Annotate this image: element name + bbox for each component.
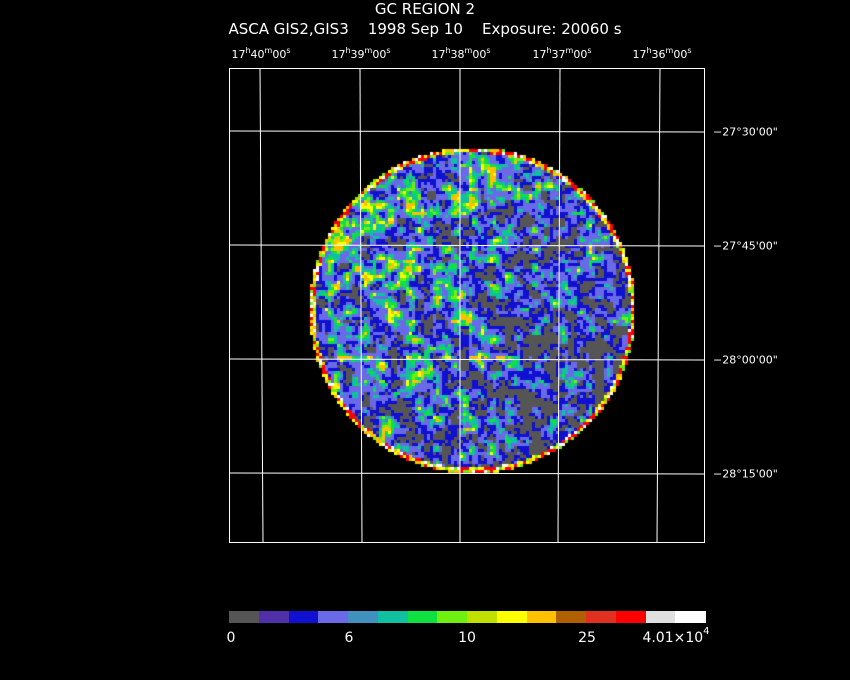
ra-tick-label: 17h37m00s: [532, 46, 592, 61]
colorbar-swatch: [288, 611, 319, 623]
coordinate-grid: [229, 68, 705, 543]
colorbar-label: 25: [578, 630, 596, 646]
image-frame: [229, 68, 705, 543]
colorbar-swatch: [318, 611, 349, 623]
colorbar-swatch: [645, 611, 676, 623]
colorbar-label: 6: [344, 630, 354, 646]
ra-tick-label: 17h38m00s: [431, 46, 491, 61]
colorbar-swatch: [586, 611, 617, 623]
dec-tick-label: −27°30'00": [713, 125, 778, 139]
ra-tick-label: 17h36m00s: [632, 46, 692, 61]
dec-tick-label: −28°00'00": [713, 353, 778, 367]
dec-grid-line: [229, 472, 705, 475]
colorbar-swatch: [615, 611, 646, 623]
colorbar-swatch: [467, 611, 498, 623]
xray-image: [229, 68, 705, 543]
colorbar-swatch: [407, 611, 438, 623]
colorbar-swatch: [556, 611, 587, 623]
colorbar-swatch: [675, 611, 706, 623]
ra-grid-line: [259, 68, 264, 543]
colorbar-swatch: [526, 611, 557, 623]
ra-grid-line: [557, 68, 561, 543]
ra-grid-line: [359, 68, 363, 543]
colorbar-label: 10: [458, 630, 476, 646]
dec-tick-label: −27°45'00": [713, 239, 778, 253]
ra-tick-label: 17h40m00s: [231, 46, 291, 61]
colorbar-swatch: [258, 611, 289, 623]
colorbar-swatch: [229, 611, 260, 623]
frame-border: [229, 68, 705, 543]
figure-title: GC REGION 2: [374, 0, 476, 18]
colorbar-label: 0: [226, 630, 236, 646]
colorbar: [229, 611, 706, 623]
dec-tick-label: −28°15'00": [713, 467, 778, 481]
dec-grid-line: [229, 130, 705, 133]
dec-grid-line: [229, 358, 705, 361]
colorbar-swatch: [437, 611, 468, 623]
colorbar-swatch: [348, 611, 379, 623]
dec-grid-line: [229, 244, 705, 247]
figure-subtitle: ASCA GIS2,GIS3 1998 Sep 10 Exposure: 200…: [228, 20, 622, 38]
colorbar-swatch: [496, 611, 527, 623]
colorbar-swatch: [377, 611, 408, 623]
colorbar-max-label: 4.01×104: [642, 626, 710, 646]
ra-grid-line: [656, 68, 661, 543]
ra-tick-label: 17h39m00s: [331, 46, 391, 61]
